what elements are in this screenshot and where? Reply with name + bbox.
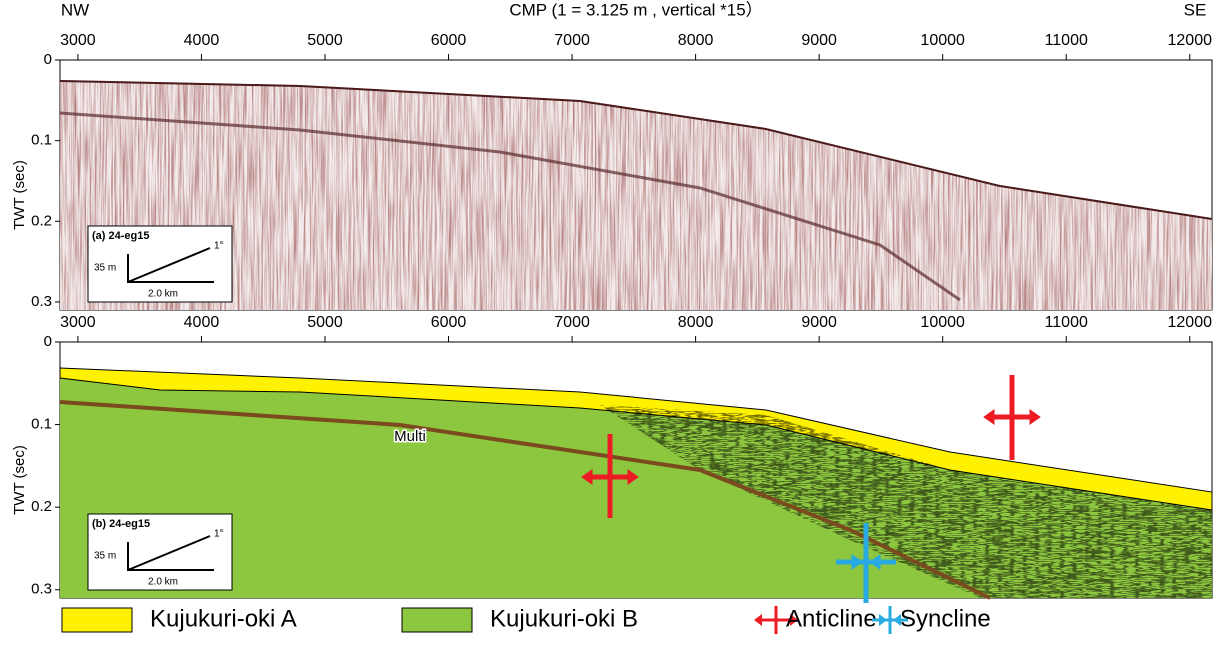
y-tick-label: 0 <box>44 51 52 68</box>
y-axis-label: TWT (sec) <box>11 160 28 230</box>
y-tick-label: 0.1 <box>31 416 52 433</box>
inset-angle: 1° <box>214 241 224 252</box>
legend-label: Anticline <box>786 605 877 632</box>
y-tick-label: 0.3 <box>31 293 52 310</box>
y-axis-label: TWT (sec) <box>11 445 28 515</box>
x-tick-label: 5000 <box>307 314 343 331</box>
figure: Multi Kujukuri-oki A Kujukuri-oki B Anticl… <box>0 0 1221 641</box>
y-tick-label: 0.3 <box>31 581 52 598</box>
y-tick-label: 0.2 <box>31 212 52 229</box>
legend-swatch <box>62 608 132 632</box>
x-tick-label: 4000 <box>184 32 220 49</box>
inset-vertical: 35 m <box>94 551 116 562</box>
inset-label: (a) 24-eg15 <box>92 230 149 242</box>
inset-horizontal: 2.0 km <box>148 577 178 588</box>
x-tick-label: 3000 <box>60 314 96 331</box>
inset-horizontal: 2.0 km <box>148 289 178 300</box>
x-tick-label: 6000 <box>431 314 467 331</box>
legend: Kujukuri-oki A Kujukuri-oki B Anticline Syn… <box>62 605 991 634</box>
legend-swatch <box>402 608 472 632</box>
x-tick-label: 8000 <box>678 32 714 49</box>
x-tick-label: 9000 <box>801 32 837 49</box>
y-tick-label: 0 <box>44 333 52 350</box>
inset-label: (b) 24-eg15 <box>92 518 150 530</box>
x-tick-label: 6000 <box>431 32 467 49</box>
x-tick-label: 12000 <box>1168 32 1213 49</box>
x-tick-label: 10000 <box>920 314 965 331</box>
x-tick-label: 4000 <box>184 314 220 331</box>
annotation: Multi <box>394 428 426 445</box>
y-tick-label: 0.1 <box>31 132 52 149</box>
legend-label: Kujukuri-oki A <box>150 605 297 632</box>
y-tick-label: 0.2 <box>31 498 52 515</box>
x-tick-label: 3000 <box>60 32 96 49</box>
x-tick-label: 5000 <box>307 32 343 49</box>
axis-title: CMP (1 = 3.125 m , vertical *15） <box>509 0 762 19</box>
x-tick-label: 7000 <box>554 314 590 331</box>
direction-label: NW <box>61 0 89 19</box>
legend-label: Syncline <box>900 605 991 632</box>
inset-vertical: 35 m <box>94 263 116 274</box>
x-tick-label: 11000 <box>1045 314 1088 331</box>
legend-label: Kujukuri-oki B <box>490 605 638 632</box>
x-tick-label: 8000 <box>678 314 714 331</box>
inset-angle: 1° <box>214 529 224 540</box>
x-tick-label: 7000 <box>554 32 590 49</box>
x-tick-label: 9000 <box>801 314 837 331</box>
x-tick-label: 12000 <box>1168 314 1213 331</box>
x-tick-label: 11000 <box>1045 32 1088 49</box>
direction-label: SE <box>1184 0 1207 19</box>
x-tick-label: 10000 <box>920 32 965 49</box>
